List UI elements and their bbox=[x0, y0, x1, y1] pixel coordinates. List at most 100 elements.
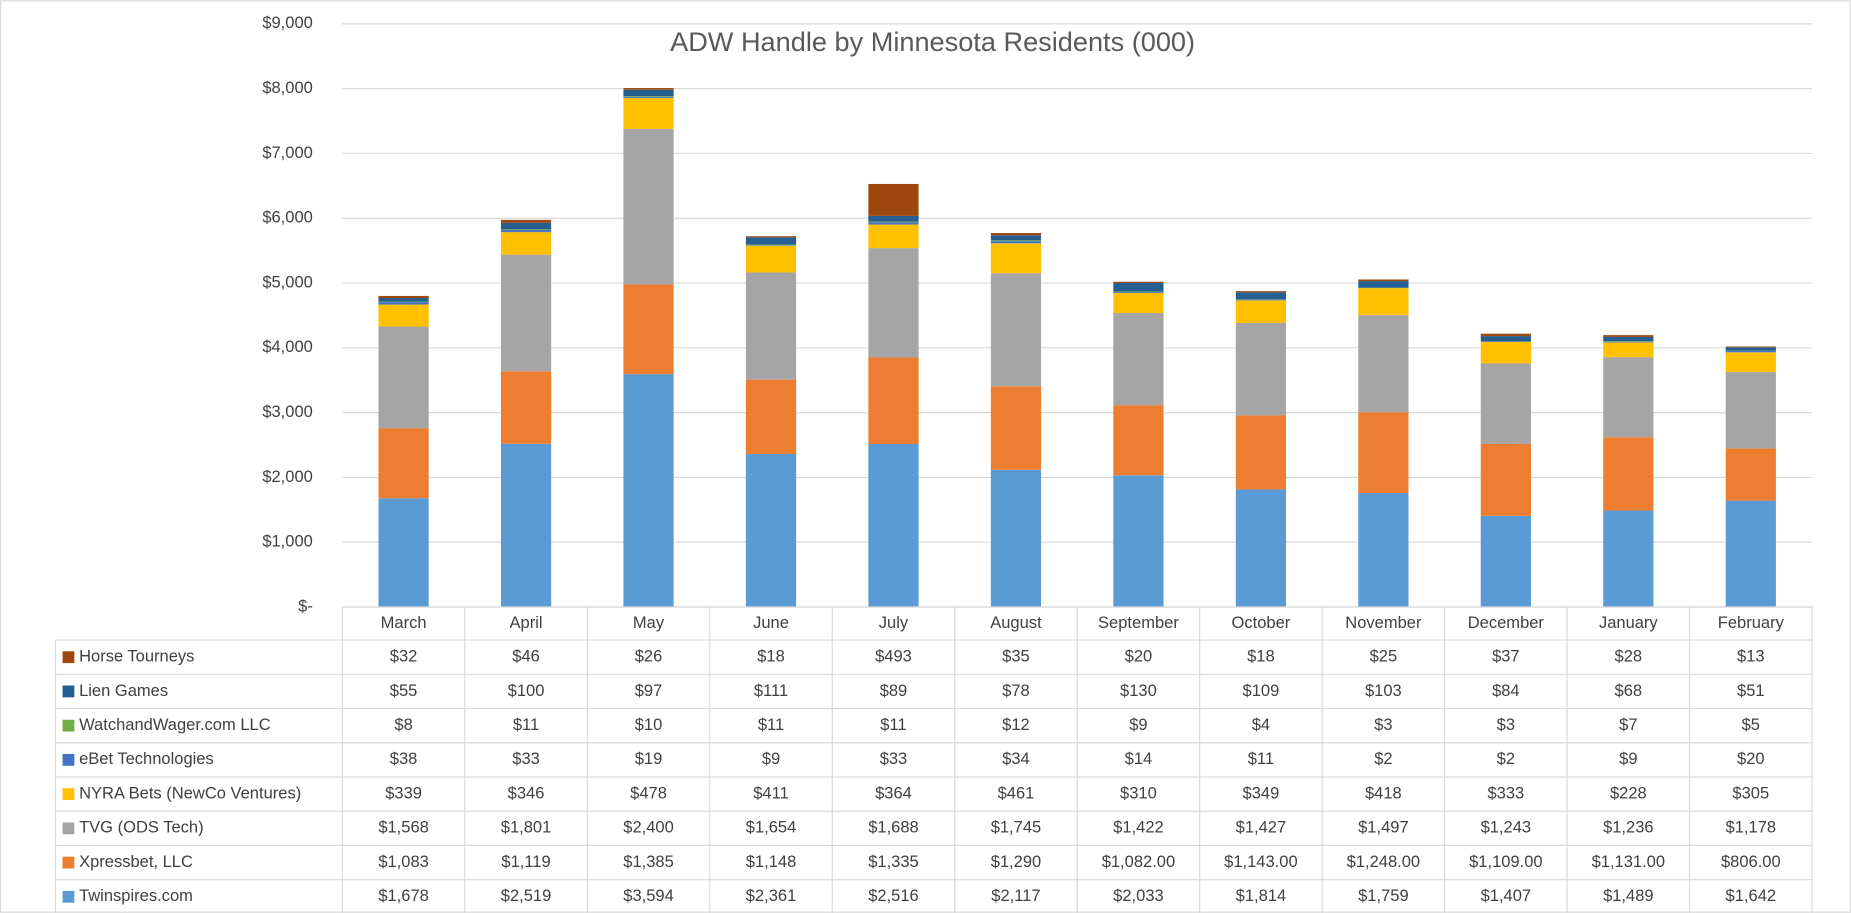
table-cell: $11 bbox=[513, 715, 539, 734]
bar-segment bbox=[1235, 322, 1287, 416]
table-cell: $1,489 bbox=[1603, 886, 1654, 905]
table-cell: $130 bbox=[1120, 681, 1157, 700]
table-cell: $1,290 bbox=[991, 852, 1042, 871]
table-cell: $97 bbox=[635, 681, 663, 700]
table-cell: $9 bbox=[1619, 749, 1637, 768]
table-cell: $2,117 bbox=[991, 886, 1040, 905]
bar-segment bbox=[1480, 341, 1531, 364]
legend-label: Twinspires.com bbox=[79, 886, 193, 905]
legend-label: Lien Games bbox=[79, 681, 168, 700]
legend-label: Xpressbet, LLC bbox=[79, 852, 193, 871]
table-cell: $228 bbox=[1610, 783, 1647, 802]
table-cell: $1,422 bbox=[1113, 818, 1164, 837]
bar-segment bbox=[745, 379, 797, 455]
table-cell: $1,236 bbox=[1603, 818, 1654, 837]
bar-segment bbox=[623, 374, 674, 608]
table-cell: $2,400 bbox=[623, 818, 674, 837]
bar-segment bbox=[378, 428, 429, 499]
table-cell: $339 bbox=[385, 783, 422, 802]
table-cell: $1,642 bbox=[1726, 886, 1777, 905]
bar-segment bbox=[1603, 335, 1654, 337]
x-tick-label: June bbox=[753, 613, 789, 632]
y-tick-label: $4,000 bbox=[262, 337, 313, 356]
bar-segment bbox=[1113, 281, 1164, 284]
bar-segment bbox=[745, 245, 797, 273]
table-cell: $11 bbox=[1248, 749, 1274, 768]
bar-segment bbox=[1480, 336, 1531, 342]
table-cell: $349 bbox=[1243, 783, 1280, 802]
bar-segment bbox=[1235, 299, 1287, 301]
bar-segment bbox=[990, 273, 1042, 387]
table-cell: $34 bbox=[1002, 749, 1030, 768]
bar-segment bbox=[745, 454, 797, 608]
bar-segment bbox=[1603, 510, 1654, 608]
bar-segment bbox=[745, 237, 797, 245]
bar-segment bbox=[868, 443, 919, 608]
table-cell: $1,083 bbox=[378, 852, 429, 871]
bar-segment bbox=[623, 96, 674, 98]
x-tick-label: August bbox=[990, 613, 1042, 632]
table-cell: $1,131.00 bbox=[1592, 852, 1665, 871]
bar-segment bbox=[1113, 292, 1164, 314]
table-cell: $33 bbox=[880, 749, 908, 768]
x-tick-label: November bbox=[1345, 613, 1422, 632]
table-cell: $14 bbox=[1125, 749, 1153, 768]
bar-segment bbox=[1358, 288, 1409, 316]
bar-segment bbox=[378, 304, 429, 327]
bar-segment bbox=[990, 243, 1042, 274]
x-tick-label: October bbox=[1232, 613, 1291, 632]
legend-key bbox=[62, 685, 75, 698]
bar-segment bbox=[1603, 342, 1654, 358]
bar-segment bbox=[623, 96, 674, 97]
y-tick-label: $6,000 bbox=[262, 208, 313, 227]
table-cell: $2,519 bbox=[501, 886, 552, 905]
bar-segment bbox=[868, 248, 919, 358]
table-cell: $1,745 bbox=[991, 818, 1042, 837]
bar-segment bbox=[1725, 352, 1776, 373]
table-cell: $20 bbox=[1125, 647, 1153, 666]
bar-segment bbox=[378, 498, 429, 608]
table-cell: $19 bbox=[635, 749, 663, 768]
bar-segment bbox=[1113, 405, 1164, 476]
table-cell: $2 bbox=[1497, 749, 1515, 768]
legend-key bbox=[62, 890, 75, 903]
bar-segment bbox=[623, 128, 674, 285]
table-cell: $55 bbox=[390, 681, 418, 700]
legend-label: NYRA Bets (NewCo Ventures) bbox=[79, 783, 301, 802]
table-cell: $11 bbox=[758, 715, 784, 734]
table-cell: $2,033 bbox=[1113, 886, 1164, 905]
table-cell: $84 bbox=[1492, 681, 1520, 700]
table-cell: $32 bbox=[390, 647, 418, 666]
table-cell: $333 bbox=[1487, 783, 1524, 802]
legend-label: WatchandWager.com LLC bbox=[79, 715, 271, 734]
bar-segment bbox=[378, 301, 429, 303]
table-cell: $1,082.00 bbox=[1102, 852, 1175, 871]
table-cell: $806.00 bbox=[1721, 852, 1781, 871]
bar-segment bbox=[1480, 443, 1531, 516]
bar-segment bbox=[745, 245, 797, 246]
y-tick-label: $7,000 bbox=[262, 143, 313, 162]
table-cell: $1,654 bbox=[746, 818, 797, 837]
table-cell: $1,248.00 bbox=[1347, 852, 1420, 871]
legend-key bbox=[62, 788, 75, 801]
bar-segment bbox=[1480, 333, 1531, 337]
bar-segment bbox=[990, 235, 1042, 241]
bar-segment bbox=[378, 326, 429, 429]
bar-segment bbox=[868, 215, 919, 222]
bar-segment bbox=[1725, 347, 1776, 351]
table-cell: $364 bbox=[875, 783, 912, 802]
bar-segment bbox=[623, 97, 674, 129]
table-cell: $305 bbox=[1732, 783, 1769, 802]
bar-segment bbox=[1113, 292, 1164, 293]
legend-label: TVG (ODS Tech) bbox=[79, 818, 204, 837]
table-cell: $78 bbox=[1002, 681, 1030, 700]
bar-segment bbox=[1725, 500, 1776, 608]
table-cell: $1,801 bbox=[501, 818, 552, 837]
table-cell: $26 bbox=[635, 647, 663, 666]
bar-segment bbox=[1480, 363, 1531, 444]
x-tick-label: March bbox=[381, 613, 427, 632]
bar-segment bbox=[990, 233, 1042, 236]
table-cell: $310 bbox=[1120, 783, 1157, 802]
